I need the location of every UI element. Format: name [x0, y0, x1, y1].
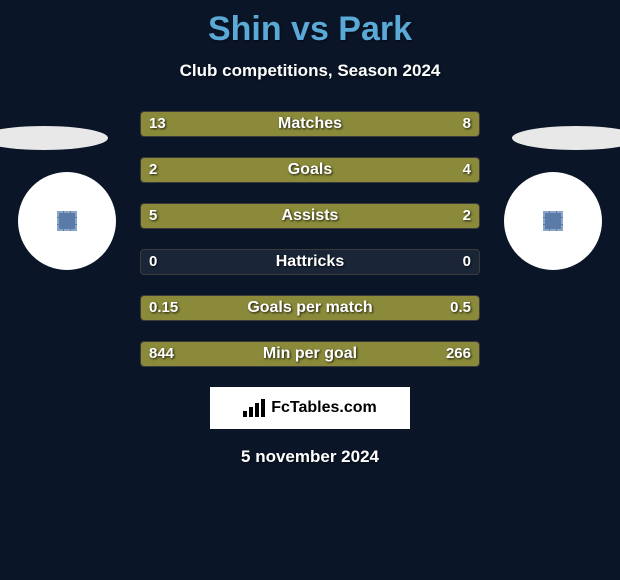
stat-row: 00Hattricks — [140, 249, 480, 275]
stat-label: Hattricks — [141, 253, 479, 271]
left-player-avatar — [18, 172, 116, 270]
date-label: 5 november 2024 — [0, 447, 620, 467]
stat-row: 52Assists — [140, 203, 480, 229]
fctables-logo: FcTables.com — [210, 387, 410, 429]
placeholder-icon — [543, 211, 563, 231]
stat-row: 844266Min per goal — [140, 341, 480, 367]
stat-label: Goals — [141, 161, 479, 179]
right-player-avatar — [504, 172, 602, 270]
stat-label: Assists — [141, 207, 479, 225]
stat-row: 138Matches — [140, 111, 480, 137]
stat-label: Goals per match — [141, 299, 479, 317]
right-team-ellipse — [512, 126, 620, 150]
barchart-icon — [243, 399, 265, 417]
stat-row: 24Goals — [140, 157, 480, 183]
logo-text: FcTables.com — [271, 399, 377, 417]
stat-row: 0.150.5Goals per match — [140, 295, 480, 321]
page-subtitle: Club competitions, Season 2024 — [0, 61, 620, 81]
left-team-ellipse — [0, 126, 108, 150]
stat-label: Matches — [141, 115, 479, 133]
stat-label: Min per goal — [141, 345, 479, 363]
placeholder-icon — [57, 211, 77, 231]
stats-bars: 138Matches 24Goals 52Assists 00Hattricks 0.1… — [140, 111, 480, 367]
page-title: Shin vs Park — [0, 0, 620, 49]
